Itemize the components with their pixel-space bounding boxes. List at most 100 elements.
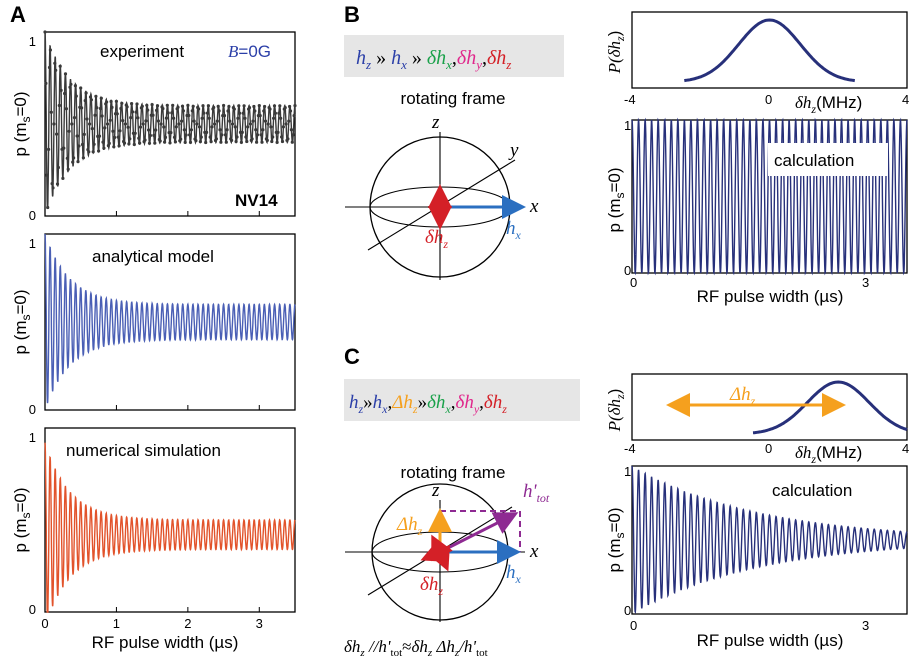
data-point (272, 116, 276, 120)
data-point (218, 128, 222, 132)
data-point (260, 140, 264, 144)
data-point (293, 104, 297, 108)
panel-letter-c: C (344, 344, 360, 369)
data-point (99, 96, 103, 100)
y-axis-label: p (ms=0) (11, 289, 33, 354)
data-point (130, 102, 134, 106)
data-point (95, 106, 99, 110)
data-point (137, 136, 141, 140)
x-axis-label: x (529, 196, 539, 217)
data-point (202, 111, 206, 115)
data-point (166, 111, 170, 115)
data-point (82, 132, 86, 136)
data-point (57, 103, 61, 108)
analytical-model-plot: 1 0 analytical model p (ms=0) (11, 233, 296, 417)
data-point (204, 140, 208, 145)
data-point (49, 110, 53, 114)
data-point (143, 138, 147, 142)
x-tick-label: 0 (630, 275, 637, 290)
data-point (273, 111, 277, 115)
x-tick-label: 4 (902, 92, 909, 107)
data-point (158, 139, 162, 143)
data-point (180, 119, 184, 123)
data-point (54, 68, 58, 72)
data-point (287, 119, 291, 123)
data-point (230, 122, 235, 126)
x-tick-label: -4 (624, 92, 636, 107)
gaussian-series (684, 18, 856, 83)
data-point (255, 140, 259, 144)
data-point (283, 106, 287, 110)
data-point (215, 119, 219, 123)
data-point (208, 135, 212, 139)
data-point (70, 122, 74, 126)
data-point (281, 125, 285, 129)
data-point (153, 141, 157, 145)
projection-lines (440, 510, 521, 552)
label-bg (768, 143, 888, 176)
data-point (43, 30, 47, 34)
data-point (88, 122, 92, 126)
data-point (181, 109, 185, 113)
data-point (165, 103, 169, 107)
data-point (234, 139, 238, 144)
x-tick-label: 0 (765, 441, 772, 456)
x-ticks (44, 211, 260, 216)
data-point (105, 100, 109, 104)
x-tick-label: 0 (765, 92, 772, 107)
data-point (263, 119, 268, 123)
data-point (171, 103, 175, 107)
data-point (155, 104, 160, 108)
dhz-perp-arrow (420, 539, 448, 562)
data-point (241, 111, 245, 115)
panel-letter-a: A (10, 2, 26, 27)
x-axis-label: RF pulse width (µs) (92, 633, 239, 652)
data-point (246, 125, 250, 129)
data-point (188, 133, 192, 137)
data-point (176, 105, 180, 109)
data-point (134, 110, 138, 114)
data-point (55, 132, 59, 136)
data-point (265, 138, 269, 142)
data-point (174, 125, 178, 129)
x-tick-label: 3 (256, 616, 263, 631)
data-point (136, 116, 140, 120)
data-point (129, 116, 133, 120)
data-point (219, 140, 223, 144)
calculation-series (631, 465, 908, 614)
data-point (201, 104, 205, 108)
b-field-label: B=0G (228, 42, 271, 61)
data-point (53, 61, 57, 65)
data-point (278, 104, 282, 108)
data-point (75, 134, 79, 138)
data-point (270, 139, 274, 144)
y-tick-label: 1 (624, 118, 631, 133)
data-point (235, 135, 239, 139)
plot-frame (44, 31, 296, 217)
data-point (128, 137, 132, 141)
data-point (73, 84, 77, 88)
experiment-series (43, 30, 297, 210)
data-point (172, 135, 177, 139)
data-point (162, 125, 166, 129)
data-point (222, 114, 227, 118)
data-point (271, 135, 275, 139)
data-point (169, 131, 173, 135)
panel-c-hierarchy: hz»hx,Δhz»δhx,δhy,δhz (344, 379, 580, 421)
x-tick-label: 0 (41, 616, 48, 631)
data-point (242, 104, 246, 108)
x-tick-label: 4 (902, 441, 909, 456)
data-point (227, 104, 231, 109)
data-point (83, 99, 87, 103)
y-axis-label: p (ms=0) (11, 487, 33, 552)
data-point (155, 108, 159, 112)
data-point (275, 140, 279, 144)
data-point (113, 135, 117, 140)
data-point (146, 108, 150, 112)
data-point (47, 147, 51, 151)
data-line (631, 117, 908, 276)
data-point (81, 156, 85, 160)
data-point (98, 106, 102, 111)
calc-label: calculation (772, 481, 852, 500)
data-point (50, 182, 54, 186)
